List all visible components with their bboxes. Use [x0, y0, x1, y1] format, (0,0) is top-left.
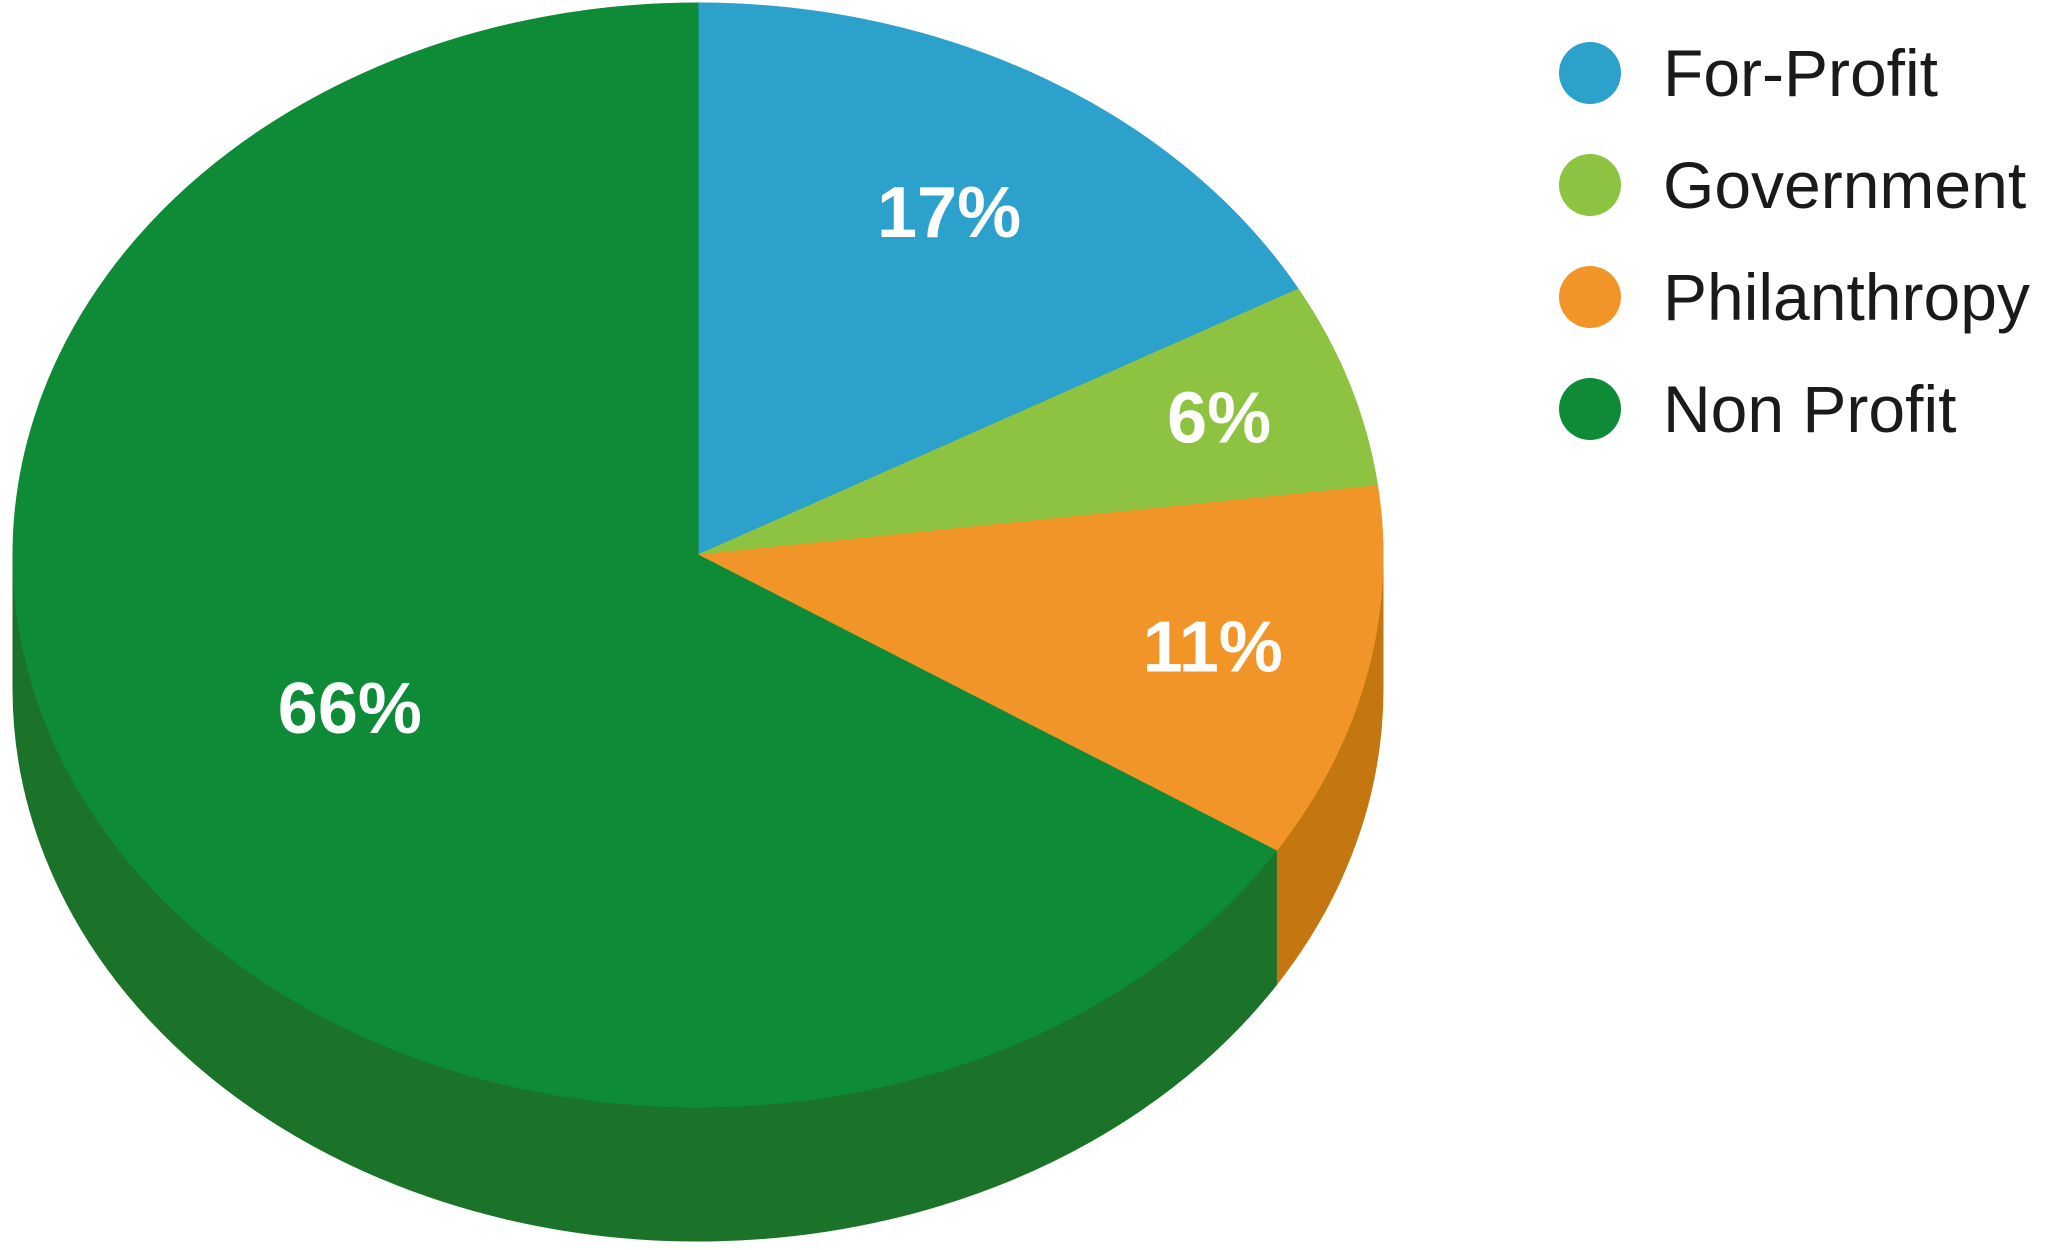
pie-top	[12, 2, 1384, 1108]
slice-label-government: 6%	[1167, 379, 1271, 459]
pie-slice-non-profit	[12, 2, 1278, 1108]
legend-marker-philanthropy	[1559, 266, 1621, 328]
legend-label-for-profit: For-Profit	[1663, 36, 1938, 110]
legend-marker-non-profit	[1559, 378, 1621, 440]
pie-slice-for-profit	[697, 2, 1300, 556]
legend-label-non-profit: Non Profit	[1663, 372, 1956, 446]
pie-slice-government	[697, 288, 1379, 556]
pie-slice-philanthropy	[696, 485, 1384, 852]
slice-label-for-profit: 17%	[877, 173, 1021, 253]
legend-label-government: Government	[1663, 148, 2026, 222]
legend-marker-for-profit	[1559, 42, 1621, 104]
legend: For-Profit Government Philanthropy Non Prof…	[1559, 36, 2030, 446]
slice-labels: 17% 6% 11% 66%	[278, 173, 1283, 749]
legend-label-philanthropy: Philanthropy	[1663, 260, 2030, 334]
slice-label-philanthropy: 11%	[1143, 608, 1283, 688]
legend-marker-government	[1559, 154, 1621, 216]
slice-label-non-profit: 66%	[278, 669, 422, 749]
